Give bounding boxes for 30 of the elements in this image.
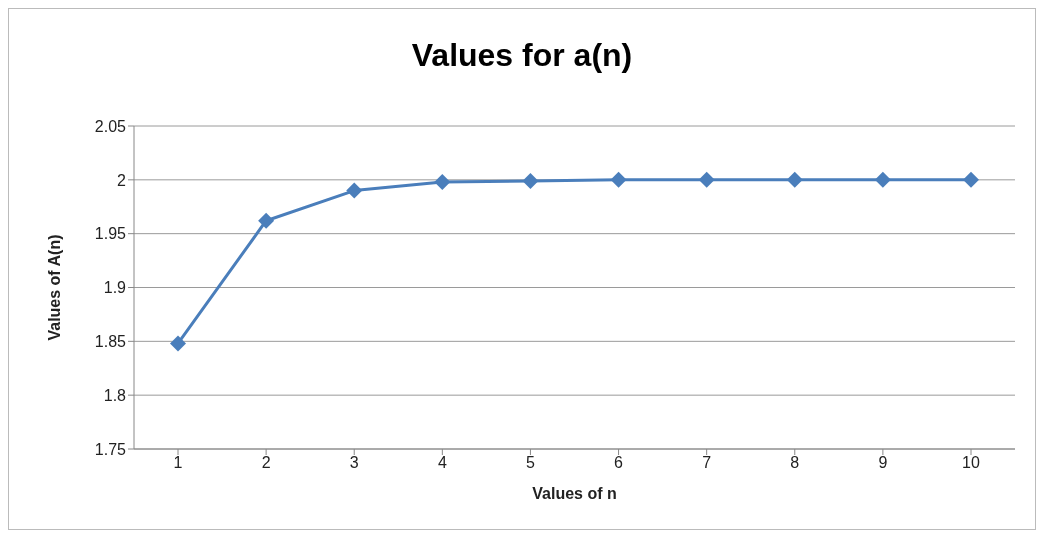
x-tick-label: 7 xyxy=(702,454,712,472)
point xyxy=(786,171,803,188)
point xyxy=(963,171,979,188)
x-tick-label: 3 xyxy=(349,454,359,472)
y-tick-label: 2.05 xyxy=(94,117,127,135)
x-tick-label: 9 xyxy=(878,454,888,472)
x-tick-label: 1 xyxy=(173,454,183,472)
x-tick-label: 2 xyxy=(261,454,271,472)
x-tick-label: 4 xyxy=(437,454,447,472)
x-tick-label: 5 xyxy=(525,454,535,472)
x-tick-label: 6 xyxy=(614,454,624,472)
point xyxy=(610,171,627,188)
y-axis-title: Values of A(n) xyxy=(45,234,63,341)
y-tick-label: 1.85 xyxy=(94,333,127,351)
point xyxy=(522,172,539,189)
point xyxy=(434,173,451,190)
y-tick-label: 1.95 xyxy=(94,225,127,243)
x-axis-title: Values of n xyxy=(532,485,617,502)
y-tick-label: 1.75 xyxy=(94,440,127,458)
x-tick-label: 10 xyxy=(962,454,980,472)
point xyxy=(874,171,891,188)
x-tick-label: 8 xyxy=(790,454,800,472)
point xyxy=(698,171,715,188)
point xyxy=(258,212,275,229)
point xyxy=(170,335,186,352)
y-tick-label: 1.8 xyxy=(103,386,127,404)
point xyxy=(346,182,363,199)
y-tick-label: 1.9 xyxy=(103,279,127,297)
chart-title: Values for a(n) xyxy=(410,37,634,74)
y-tick-label: 2 xyxy=(117,171,127,189)
